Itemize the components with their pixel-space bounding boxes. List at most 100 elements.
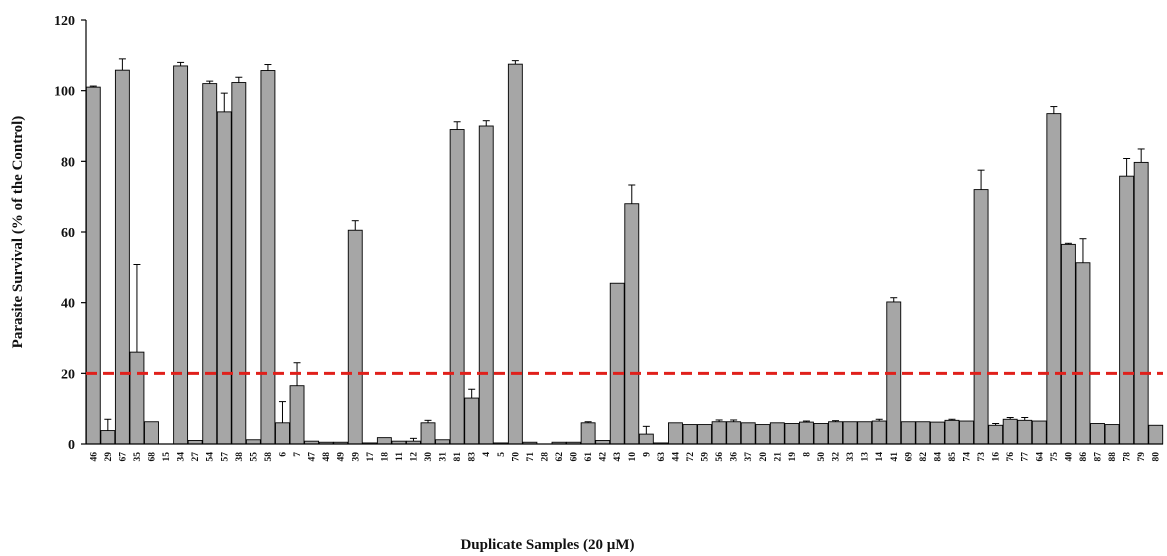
x-tick-label: 69 xyxy=(904,452,914,462)
bar-73 xyxy=(973,189,989,445)
bar-19 xyxy=(784,423,800,445)
x-tick-label: 85 xyxy=(948,452,958,462)
bar-77 xyxy=(1017,419,1033,445)
x-tick-label: 32 xyxy=(832,452,842,462)
x-tick-label: 74 xyxy=(963,452,973,462)
bar-67 xyxy=(114,69,130,445)
bar-40 xyxy=(1060,243,1076,445)
bar-16 xyxy=(988,424,1004,445)
bar-32 xyxy=(828,421,843,445)
bars xyxy=(85,63,1164,445)
bar-39 xyxy=(347,229,363,445)
bar-21 xyxy=(769,422,785,445)
x-tick-label: 70 xyxy=(511,452,521,462)
x-tick-label: 86 xyxy=(1079,452,1089,462)
y-tick-label: 100 xyxy=(54,85,75,100)
x-tick-label: 84 xyxy=(933,452,943,462)
x-tick-label: 75 xyxy=(1050,452,1060,462)
bar-56 xyxy=(711,421,727,445)
x-tick-label: 17 xyxy=(366,452,376,462)
bar-37 xyxy=(740,422,756,445)
x-tick-label: 39 xyxy=(351,452,361,462)
y-tick-label: 120 xyxy=(54,14,75,29)
x-tick-label: 63 xyxy=(657,452,667,462)
x-tick-label: 80 xyxy=(1152,452,1162,462)
bar-44 xyxy=(668,422,683,445)
x-tick-label: 50 xyxy=(817,452,827,462)
bar-30 xyxy=(420,422,436,445)
x-tick-label: 42 xyxy=(599,452,609,462)
bar-80 xyxy=(1148,424,1164,445)
bar-74 xyxy=(959,420,974,445)
bar-83 xyxy=(464,397,480,445)
bar-70 xyxy=(507,63,523,445)
bar-29 xyxy=(100,430,116,445)
x-tick-label: 10 xyxy=(628,452,638,462)
bar-59 xyxy=(697,424,712,445)
x-tick-label: 78 xyxy=(1123,452,1133,462)
bar-8 xyxy=(798,421,814,445)
bar-34 xyxy=(173,65,189,445)
bar-54 xyxy=(202,83,218,445)
x-tick-label: 76 xyxy=(1006,452,1016,462)
x-tick-label: 15 xyxy=(162,452,172,462)
x-tick-label: 16 xyxy=(992,452,1002,462)
x-tick-label: 19 xyxy=(788,452,798,462)
y-axis-ticks: 0 20 40 60 80 100 120 xyxy=(54,14,86,453)
x-tick-label: 72 xyxy=(686,452,696,462)
bar-9 xyxy=(638,433,654,445)
x-axis-tick-labels: 46 29 67 35 68 15 34 27 54 57 38 55 58 6 7 47 48 49 39 17 18… xyxy=(89,452,1161,462)
x-tick-label: 21 xyxy=(773,452,783,462)
x-tick-label: 73 xyxy=(977,452,987,462)
x-tick-label: 67 xyxy=(118,452,128,462)
x-tick-label: 29 xyxy=(104,452,114,462)
x-tick-label: 62 xyxy=(555,452,565,462)
x-tick-label: 13 xyxy=(861,452,871,462)
y-tick-label: 40 xyxy=(61,297,75,312)
x-tick-label: 38 xyxy=(235,452,245,462)
x-tick-label: 33 xyxy=(846,452,856,462)
bar-33 xyxy=(842,421,858,445)
bar-68 xyxy=(144,421,159,445)
bar-61 xyxy=(580,422,596,445)
bar-43 xyxy=(609,282,625,445)
bar-35 xyxy=(129,351,145,445)
x-tick-label: 6 xyxy=(278,452,288,457)
bar-64 xyxy=(1031,420,1047,445)
bar-86 xyxy=(1075,262,1091,445)
x-tick-label: 49 xyxy=(337,452,347,462)
x-tick-label: 59 xyxy=(701,452,711,462)
x-tick-label: 88 xyxy=(1108,452,1118,462)
error-bars xyxy=(89,58,1145,442)
bar-10 xyxy=(624,203,640,445)
bar-75 xyxy=(1046,113,1062,445)
x-tick-label: 40 xyxy=(1064,452,1074,462)
x-tick-label: 8 xyxy=(802,452,812,457)
bar-58 xyxy=(260,70,276,445)
x-tick-label: 18 xyxy=(380,452,390,462)
bar-13 xyxy=(857,421,873,445)
y-tick-label: 20 xyxy=(61,367,75,382)
x-tick-label: 44 xyxy=(671,452,681,462)
bar-6 xyxy=(275,422,290,445)
bar-85 xyxy=(944,419,960,445)
bar-55 xyxy=(245,439,261,445)
x-tick-label: 43 xyxy=(613,452,623,462)
x-tick-label: 41 xyxy=(890,452,900,462)
bar-79 xyxy=(1133,161,1149,445)
x-tick-label: 77 xyxy=(1021,452,1031,462)
bar-20 xyxy=(755,424,771,445)
x-tick-label: 11 xyxy=(395,452,405,461)
y-tick-label: 80 xyxy=(61,155,75,170)
x-axis-title: Duplicate Samples (20 µM) xyxy=(460,537,634,553)
x-tick-label: 5 xyxy=(497,452,507,457)
x-tick-label: 87 xyxy=(1094,452,1104,462)
x-tick-label: 55 xyxy=(249,452,259,462)
x-tick-label: 64 xyxy=(1035,452,1045,462)
x-tick-label: 7 xyxy=(293,452,303,457)
x-tick-label: 20 xyxy=(759,452,769,462)
bar-4 xyxy=(478,125,494,445)
x-tick-label: 61 xyxy=(584,452,594,462)
